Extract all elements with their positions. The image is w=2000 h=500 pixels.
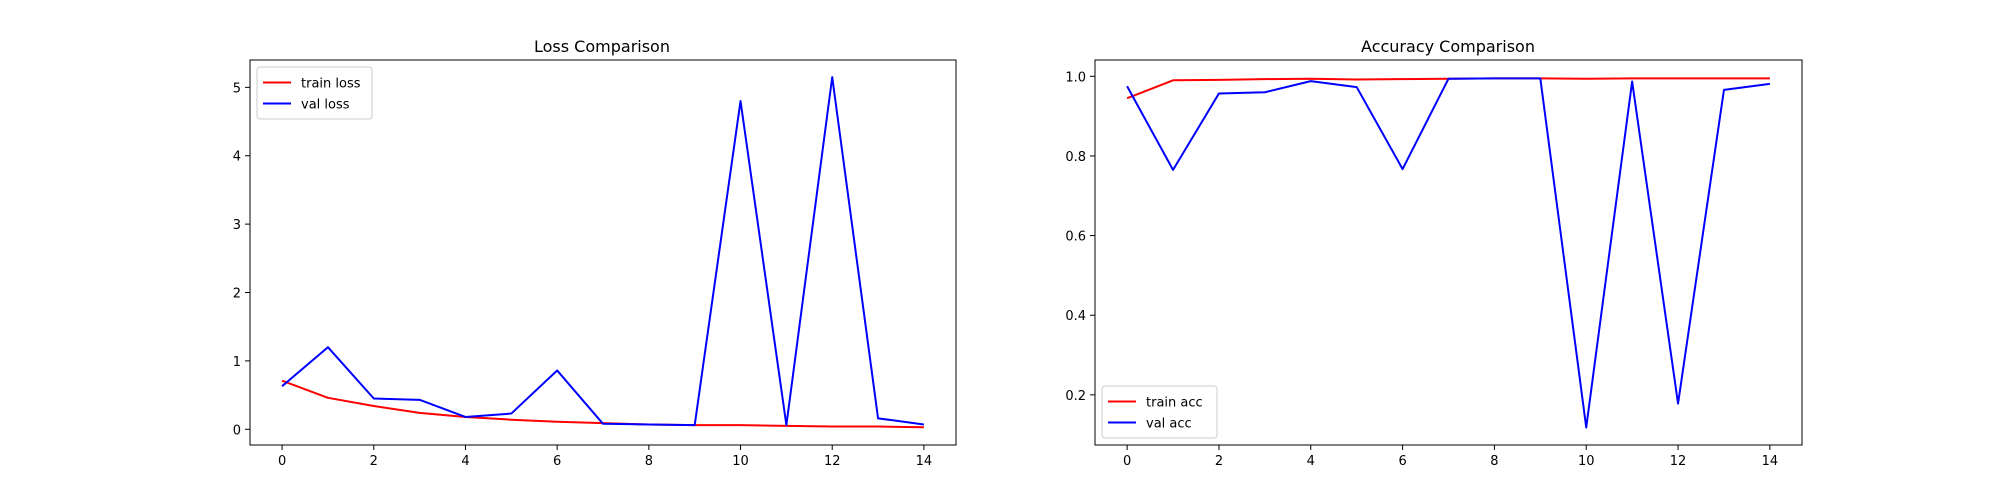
loss-x-tick-label: 4 [461,454,469,469]
val-loss-line [281,76,925,427]
accuracy-x-tick-label: 14 [1762,454,1779,469]
loss-x-tick-label: 0 [278,454,286,469]
accuracy-x-tick-label: 8 [1490,454,1498,469]
val-loss-legend-label: val loss [301,98,350,113]
accuracy-y-tick-label: 0.6 [1065,230,1086,245]
train-loss-legend-label: train loss [301,77,361,92]
loss-x-tick-label: 14 [916,454,933,469]
loss-x-tick-label: 12 [824,454,841,469]
train-acc-legend-label: train acc [1146,396,1203,411]
accuracy-x-tick-label: 4 [1307,454,1315,469]
train-loss-line [281,379,924,429]
loss-x-tick-label: 2 [370,454,378,469]
accuracy-chart-title: Accuracy Comparison [1361,37,1535,56]
accuracy-y-tick-label: 0.8 [1065,150,1086,165]
loss-y-tick-label: 0 [233,423,241,438]
val-acc-legend-label: val acc [1146,417,1192,432]
loss-y-tick-label: 2 [233,287,241,302]
accuracy-y-tick-label: 0.4 [1065,309,1086,324]
train-acc-line [1126,77,1770,100]
loss-x-tick-label: 6 [553,454,561,469]
val-acc-line [1126,77,1770,429]
accuracy-x-tick-label: 10 [1578,454,1595,469]
loss-y-tick-label: 1 [233,355,241,370]
loss-x-tick-label: 8 [645,454,653,469]
accuracy-y-tick-label: 0.2 [1065,389,1086,404]
accuracy-x-tick-label: 0 [1123,454,1131,469]
accuracy-x-tick-label: 12 [1670,454,1687,469]
loss-chart-title: Loss Comparison [534,37,670,56]
loss-y-tick-label: 4 [233,150,241,165]
accuracy-x-tick-label: 2 [1215,454,1223,469]
loss-legend [256,66,373,120]
accuracy-legend [1101,385,1218,439]
accuracy-chart: Accuracy Comparison 0 2 4 6 8 10 12 14 0.2 0.4 0.6… [1065,37,1803,469]
loss-plot-frame [249,59,957,446]
loss-x-tick-label: 10 [732,454,749,469]
accuracy-plot-frame [1094,59,1803,446]
loss-y-tick-label: 3 [233,218,241,233]
accuracy-x-tick-label: 6 [1398,454,1406,469]
loss-y-tick-label: 5 [233,81,241,96]
accuracy-y-tick-label: 1.0 [1065,70,1086,85]
